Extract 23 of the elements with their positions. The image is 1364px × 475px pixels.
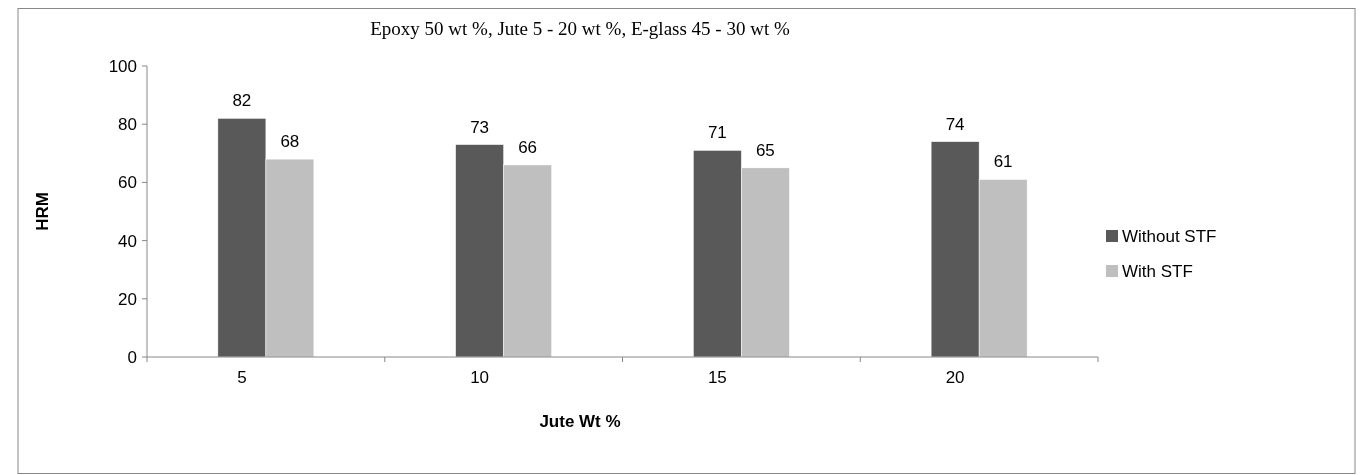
legend-label: With STF (1122, 261, 1193, 281)
x-tick-label: 5 (237, 368, 247, 387)
chart-title: Epoxy 50 wt %, Jute 5 - 20 wt %, E-glass 45 - 30 wt % (370, 18, 790, 39)
data-label: 82 (232, 91, 252, 111)
data-label: 68 (280, 132, 300, 152)
y-axis-title: HRM (33, 192, 52, 231)
y-tick-label: 60 (118, 173, 137, 193)
y-tick-label: 20 (118, 289, 137, 309)
data-label: 73 (470, 117, 490, 137)
y-tick-label: 40 (118, 231, 137, 251)
x-axis-title: Jute Wt % (539, 412, 621, 431)
data-label: 74 (945, 114, 965, 134)
x-tick-label: 15 (707, 368, 727, 387)
y-tick-label: 0 (127, 347, 137, 367)
x-tick-label: 10 (470, 368, 490, 387)
y-tick-label: 100 (108, 56, 137, 76)
data-label: 66 (518, 137, 538, 157)
x-tick-label: 20 (945, 368, 965, 387)
data-label: 65 (755, 140, 775, 160)
y-tick-label: 80 (118, 115, 137, 135)
legend-label: Without STF (1122, 226, 1217, 246)
data-label: 71 (707, 123, 727, 143)
data-label: 61 (993, 152, 1013, 172)
